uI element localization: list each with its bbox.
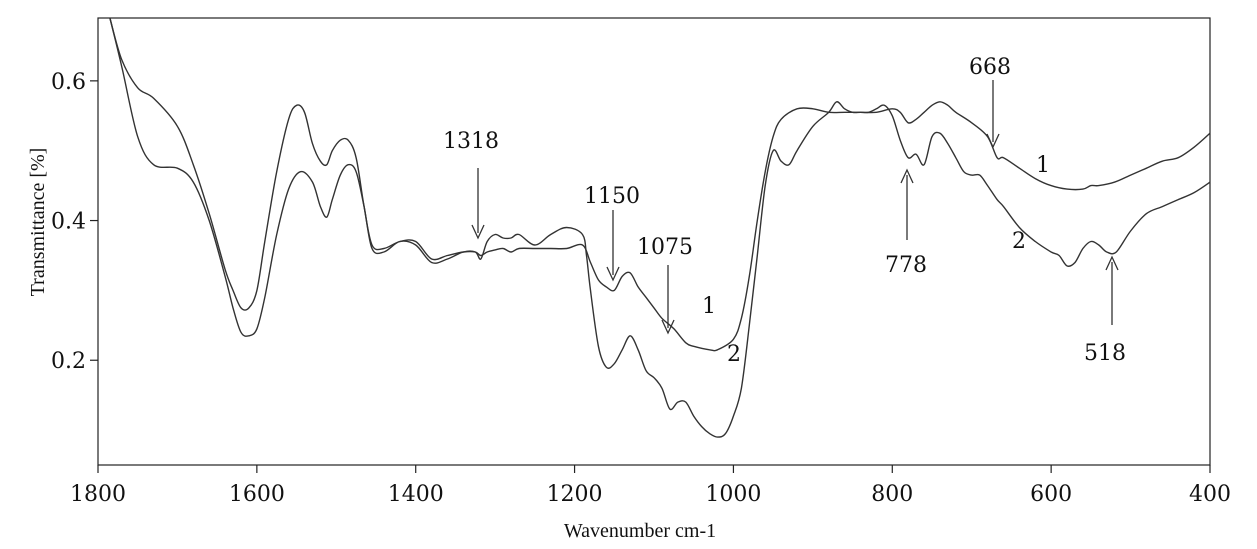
arrowhead-1150 <box>606 266 620 282</box>
annotation-668: 668 <box>969 55 1011 80</box>
curve-1-label-right: 1 <box>1036 153 1050 178</box>
y-tick-label: 0.4 <box>51 210 86 235</box>
x-tick-label: 1600 <box>229 482 285 507</box>
annotation-518: 518 <box>1084 341 1126 366</box>
annotation-1150: 1150 <box>584 184 640 209</box>
arrowhead-1075 <box>661 319 675 335</box>
x-axis-title: Wavenumber cm-1 <box>564 520 716 542</box>
arrowhead-518 <box>1105 255 1119 271</box>
x-tick-label: 1200 <box>547 482 603 507</box>
x-tick-label: 400 <box>1189 482 1231 507</box>
arrowhead-668 <box>986 133 1000 149</box>
annotations: 1318 1150 1075 778 668 518 1 2 1 2 <box>443 55 1126 367</box>
y-tick-label: 0.2 <box>51 349 86 374</box>
series-line-2 <box>109 17 1211 438</box>
annotation-778: 778 <box>885 253 927 278</box>
x-tick-label: 1800 <box>70 482 126 507</box>
annotation-1075: 1075 <box>637 235 693 260</box>
arrowhead-1318 <box>471 224 485 240</box>
curve-2-label-mid: 2 <box>727 342 741 367</box>
x-tick-label: 1400 <box>388 482 444 507</box>
curve-1-label-mid: 1 <box>702 294 716 319</box>
x-tick-label: 1000 <box>705 482 761 507</box>
y-axis-title: Transmittance [%] <box>27 148 49 297</box>
annotation-1318: 1318 <box>443 129 499 154</box>
x-tick-label: 800 <box>871 482 913 507</box>
arrowhead-778 <box>900 168 914 184</box>
plot-frame <box>97 17 1211 466</box>
curve-2-label-right: 2 <box>1012 229 1026 254</box>
series-line-1 <box>109 17 1211 352</box>
y-tick-label: 0.6 <box>51 70 86 95</box>
x-tick-label: 600 <box>1030 482 1072 507</box>
